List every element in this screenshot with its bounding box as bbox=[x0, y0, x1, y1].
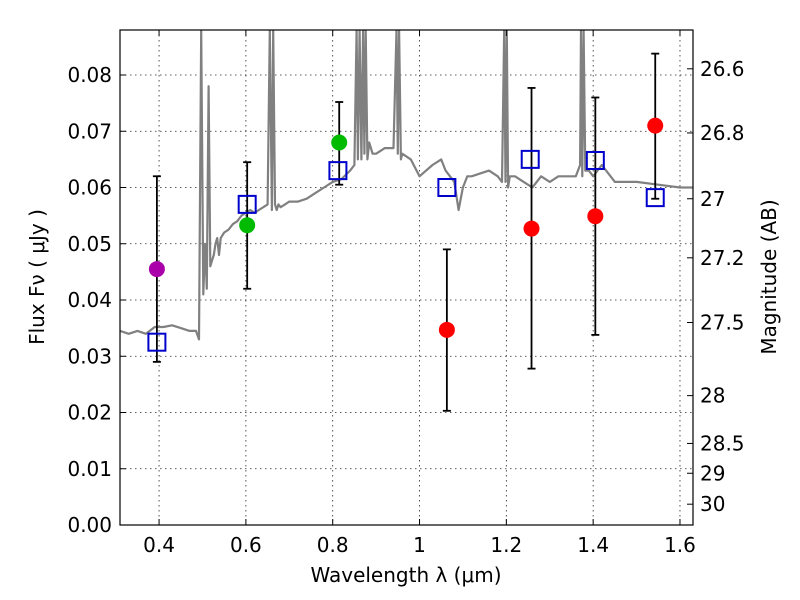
model-square bbox=[645, 188, 665, 208]
observed-point bbox=[523, 220, 540, 237]
observed-point bbox=[148, 261, 165, 278]
model-square bbox=[437, 178, 457, 197]
mag-tick-label: 26.8 bbox=[700, 121, 745, 145]
mag-tick-label: 29 bbox=[700, 461, 725, 485]
x-tick-label: 0.6 bbox=[230, 533, 262, 557]
mag-tick-label: 30 bbox=[700, 492, 725, 516]
observed-point bbox=[239, 217, 256, 234]
y-axis-label: Flux Fν ( μJy ) bbox=[25, 209, 49, 345]
mag-tick-label: 26.6 bbox=[700, 57, 745, 81]
model-square bbox=[147, 332, 167, 352]
mag-tick-label: 27.2 bbox=[700, 246, 745, 270]
y2-axis-label: Magnitude (AB) bbox=[757, 199, 781, 354]
x-tick-label: 1.6 bbox=[664, 533, 696, 557]
observed-point bbox=[438, 321, 455, 338]
spectrum-layer bbox=[120, 30, 693, 341]
plot-frame bbox=[119, 29, 694, 526]
y-tick-label: 0.01 bbox=[67, 457, 112, 481]
mag-tick-label: 28.5 bbox=[700, 431, 745, 455]
model-square bbox=[585, 151, 605, 170]
observed-point bbox=[331, 134, 348, 151]
y-tick-label: 0.06 bbox=[67, 176, 112, 200]
y-tick-label: 0.02 bbox=[67, 401, 112, 425]
mag-tick-label: 27 bbox=[700, 187, 725, 211]
tick-layer: 0.4 0.6 0.8 1 1.2 1.4 1.6 0.00 0.01 0.02 0.03 0.04 0… bbox=[67, 30, 745, 557]
model-square bbox=[237, 194, 257, 214]
y-tick-label: 0.07 bbox=[67, 119, 112, 143]
spectrum-line bbox=[120, 30, 693, 341]
model-square-layer bbox=[147, 149, 665, 352]
y-tick-label: 0.00 bbox=[67, 513, 112, 537]
observed-point bbox=[587, 208, 604, 225]
observed-point-layer bbox=[148, 117, 664, 338]
mag-tick-label: 27.5 bbox=[700, 311, 745, 335]
mag-tick-label: 28 bbox=[700, 384, 725, 408]
observed-point bbox=[647, 117, 664, 134]
x-tick-label: 1.2 bbox=[490, 533, 522, 557]
model-square bbox=[328, 161, 348, 181]
x-axis-label: Wavelength λ (μm) bbox=[310, 563, 501, 587]
x-tick-label: 1.4 bbox=[577, 533, 609, 557]
y-tick-label: 0.05 bbox=[67, 232, 112, 256]
model-square bbox=[520, 149, 540, 169]
y-tick-label: 0.04 bbox=[67, 288, 112, 312]
x-tick-label: 0.8 bbox=[317, 533, 349, 557]
y-tick-label: 0.03 bbox=[67, 344, 112, 368]
x-tick-label: 1 bbox=[413, 533, 426, 557]
x-tick-label: 0.4 bbox=[143, 533, 175, 557]
y-tick-label: 0.08 bbox=[67, 63, 112, 87]
